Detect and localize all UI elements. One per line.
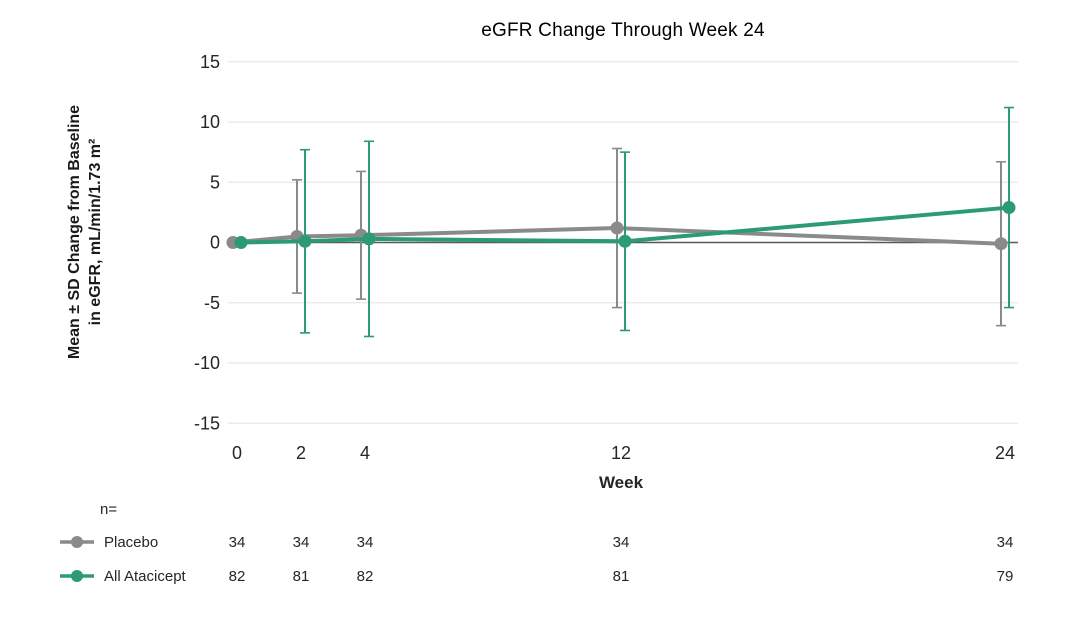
x-tick-label: 2 bbox=[296, 443, 306, 463]
x-tick-label: 24 bbox=[995, 443, 1015, 463]
y-tick-label: -15 bbox=[194, 413, 220, 433]
n-count: 34 bbox=[357, 534, 374, 551]
n-count: 79 bbox=[997, 568, 1014, 585]
data-point-marker bbox=[1002, 201, 1016, 215]
y-tick-label: 5 bbox=[210, 172, 220, 192]
y-tick-label: 0 bbox=[210, 233, 220, 253]
series-all-atacicept-error-bars bbox=[300, 106, 1014, 338]
all-atacicept-legend-marker-icon bbox=[71, 570, 83, 582]
x-tick-label: 0 bbox=[232, 443, 242, 463]
y-tick-label: -5 bbox=[204, 293, 220, 313]
legend-row-all-atacicept bbox=[60, 570, 94, 582]
legend-label: Placebo bbox=[104, 534, 158, 551]
data-point-marker bbox=[618, 234, 632, 248]
n-equals-label: n= bbox=[100, 501, 117, 518]
series-placebo bbox=[226, 221, 1008, 251]
n-count: 81 bbox=[293, 568, 310, 585]
data-point-marker bbox=[362, 232, 376, 246]
n-count: 82 bbox=[229, 568, 246, 585]
x-tick-label: 12 bbox=[611, 443, 631, 463]
placebo-legend-marker-icon bbox=[71, 536, 83, 548]
data-point-marker bbox=[234, 236, 248, 249]
n-count: 81 bbox=[613, 568, 630, 585]
y-tick-label: 10 bbox=[200, 112, 220, 132]
series-placebo-error-bars bbox=[292, 147, 1006, 327]
y-tick-label: 15 bbox=[200, 52, 220, 72]
data-point-marker bbox=[610, 221, 624, 235]
n-count: 34 bbox=[613, 534, 630, 551]
x-axis-title: Week bbox=[599, 473, 644, 492]
n-count: 34 bbox=[229, 534, 246, 551]
x-tick-label: 4 bbox=[360, 443, 370, 463]
chart-title: eGFR Change Through Week 24 bbox=[481, 20, 765, 41]
n-count: 34 bbox=[293, 534, 310, 551]
data-point-marker bbox=[298, 234, 312, 248]
n-count: 34 bbox=[997, 534, 1014, 551]
legend-row-placebo bbox=[60, 536, 94, 548]
series-all-atacicept bbox=[234, 201, 1016, 249]
y-tick-label: -10 bbox=[194, 353, 220, 373]
n-count: 82 bbox=[357, 568, 374, 585]
data-point-marker bbox=[994, 237, 1008, 251]
legend-label: All Atacicept bbox=[104, 568, 187, 585]
